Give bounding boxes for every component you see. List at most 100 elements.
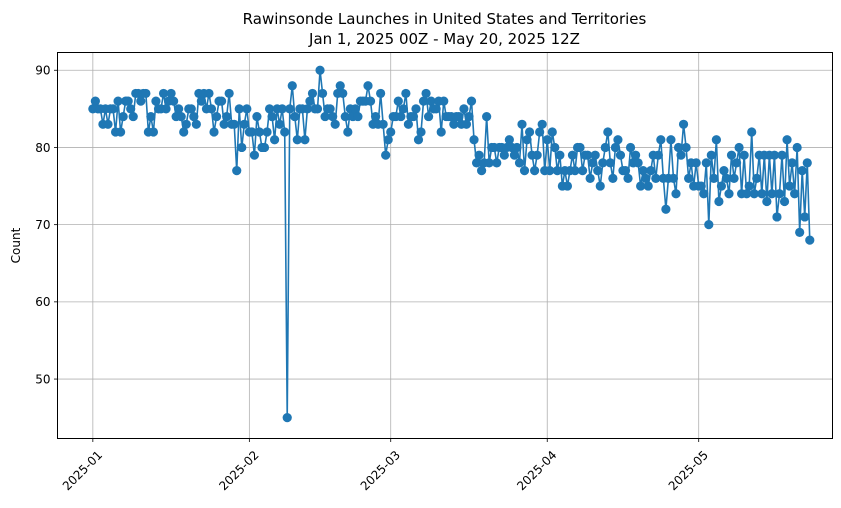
data-point bbox=[666, 135, 676, 145]
data-point bbox=[464, 111, 474, 122]
data-point bbox=[585, 173, 595, 183]
data-point bbox=[176, 111, 186, 122]
data-point bbox=[547, 127, 557, 137]
chart-title: Rawinsonde Launches in United States and… bbox=[243, 10, 647, 28]
data-point bbox=[555, 150, 565, 160]
x-tick-label: 2025-05 bbox=[666, 448, 711, 493]
data-point bbox=[535, 127, 545, 137]
data-point bbox=[234, 104, 244, 114]
data-point bbox=[542, 135, 552, 145]
data-point bbox=[383, 135, 393, 145]
data-point bbox=[661, 204, 671, 214]
data-point bbox=[381, 150, 391, 160]
data-point bbox=[169, 96, 179, 106]
data-point bbox=[126, 104, 136, 114]
data-point bbox=[330, 119, 340, 129]
data-point bbox=[280, 127, 290, 137]
data-point bbox=[262, 127, 272, 137]
data-point bbox=[787, 158, 797, 168]
data-point bbox=[461, 119, 472, 129]
data-point bbox=[338, 88, 348, 99]
data-point bbox=[403, 119, 413, 129]
data-point bbox=[123, 96, 133, 106]
data-point bbox=[739, 150, 749, 160]
data-point bbox=[189, 111, 199, 122]
x-tick-label: 2025-01 bbox=[60, 448, 105, 493]
data-point bbox=[729, 173, 739, 183]
data-point bbox=[610, 142, 621, 153]
y-tick-label: 80 bbox=[35, 141, 50, 155]
data-point bbox=[769, 150, 780, 160]
data-point bbox=[232, 166, 242, 176]
data-point bbox=[699, 189, 709, 199]
data-point bbox=[108, 104, 118, 114]
data-point bbox=[623, 173, 633, 183]
data-point bbox=[509, 150, 520, 160]
data-point bbox=[484, 158, 494, 168]
data-point bbox=[113, 96, 123, 106]
data-point bbox=[747, 127, 757, 137]
data-point bbox=[719, 166, 729, 176]
data-point bbox=[325, 104, 335, 114]
data-point bbox=[128, 111, 138, 122]
data-point bbox=[282, 413, 292, 423]
data-point bbox=[615, 150, 626, 160]
data-point bbox=[724, 189, 734, 199]
data-point bbox=[530, 166, 540, 176]
x-tick-label: 2025-03 bbox=[358, 448, 403, 493]
data-point bbox=[701, 158, 711, 168]
y-tick-label: 90 bbox=[35, 64, 50, 78]
data-point bbox=[411, 104, 421, 114]
data-point bbox=[378, 119, 388, 129]
data-point bbox=[691, 158, 701, 168]
data-point bbox=[600, 142, 610, 153]
data-point bbox=[676, 150, 686, 160]
data-point bbox=[211, 111, 222, 122]
data-point bbox=[784, 181, 795, 191]
data-point bbox=[613, 135, 623, 145]
x-axis: 2025-01 2025-02 2025-03 2025-04 2025-05 bbox=[60, 438, 711, 493]
data-point bbox=[191, 119, 201, 129]
data-point bbox=[307, 88, 318, 99]
data-point bbox=[393, 96, 403, 106]
data-point bbox=[577, 166, 588, 176]
data-point bbox=[552, 166, 562, 176]
data-point bbox=[103, 119, 113, 129]
data-point bbox=[287, 81, 297, 91]
data-point bbox=[641, 173, 651, 183]
data-point bbox=[684, 173, 694, 183]
data-point bbox=[671, 189, 681, 199]
data-point bbox=[343, 127, 353, 137]
data-point bbox=[598, 158, 608, 168]
data-point bbox=[275, 119, 285, 129]
data-point bbox=[537, 119, 547, 129]
data-point bbox=[524, 127, 535, 137]
data-point bbox=[782, 135, 792, 145]
data-point bbox=[90, 96, 100, 106]
data-point bbox=[651, 173, 661, 183]
data-point bbox=[237, 142, 247, 153]
data-point bbox=[431, 104, 441, 114]
data-point bbox=[396, 111, 406, 122]
data-point bbox=[795, 227, 805, 237]
data-point bbox=[398, 104, 408, 114]
data-point bbox=[290, 111, 300, 122]
data-point bbox=[590, 150, 600, 160]
data-point bbox=[449, 119, 459, 129]
data-point bbox=[247, 127, 257, 137]
data-point bbox=[749, 189, 759, 199]
data-point bbox=[206, 104, 217, 114]
data-point bbox=[620, 166, 631, 176]
data-point bbox=[186, 104, 196, 114]
data-point bbox=[416, 127, 426, 137]
data-point bbox=[370, 111, 381, 122]
data-point bbox=[477, 166, 487, 176]
data-point bbox=[386, 127, 396, 137]
data-point bbox=[593, 166, 603, 176]
data-point bbox=[800, 212, 810, 222]
data-point bbox=[315, 65, 325, 75]
data-point bbox=[716, 181, 727, 191]
data-point bbox=[726, 150, 737, 160]
data-point bbox=[439, 96, 449, 106]
